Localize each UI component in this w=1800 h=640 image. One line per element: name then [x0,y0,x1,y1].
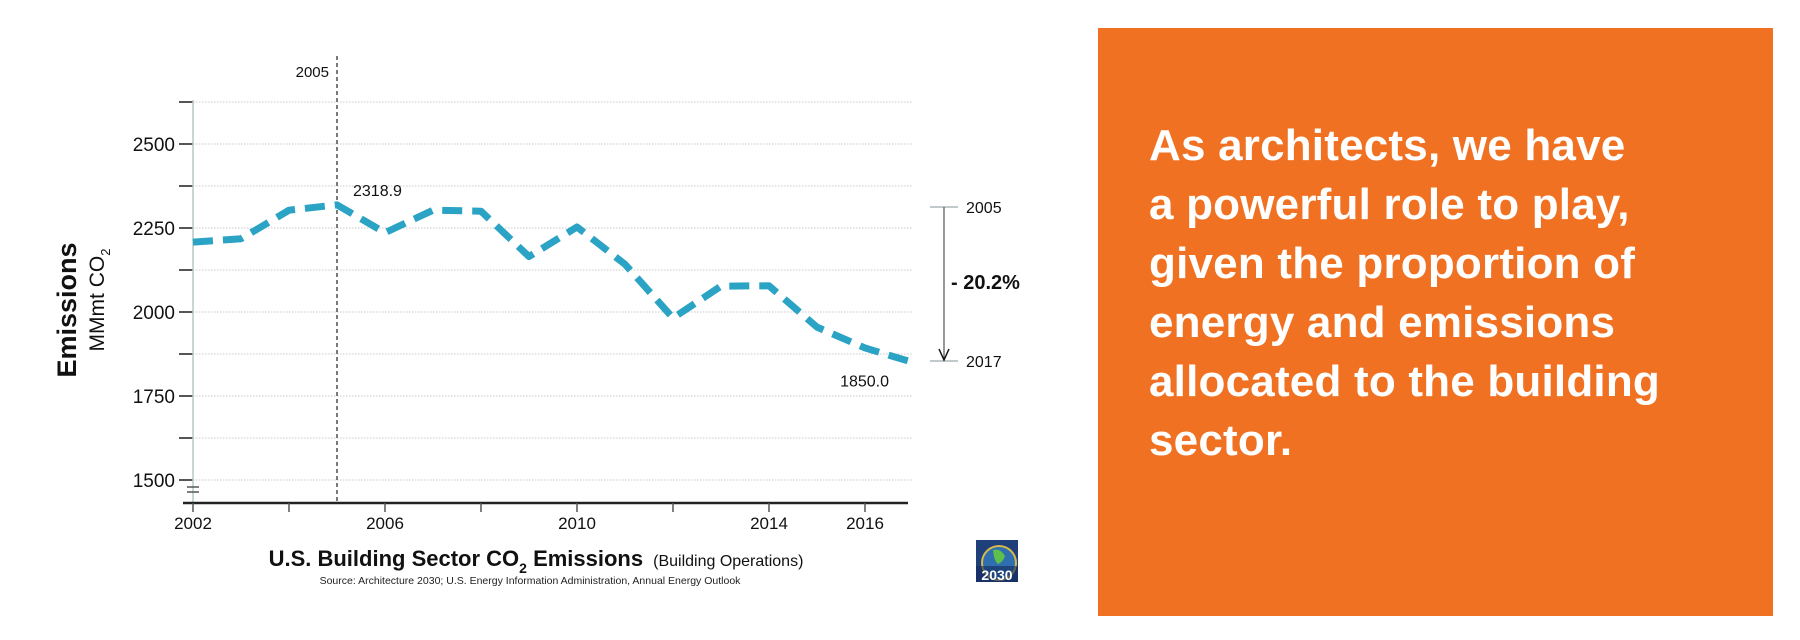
reference-line-2005: 2005 [296,56,338,503]
quote-line: allocated to the building [1149,357,1660,406]
gridlines [193,101,913,481]
point-labels: 2318.9 1850.0 [353,183,889,391]
change-bracket: 2005 2017 - 20.2% [930,200,1020,371]
x-tick-label: 2010 [558,514,596,533]
globe-logo-icon: 2030 [976,540,1018,583]
chart-source: Source: Architecture 2030; U.S. Energy I… [320,575,742,587]
quote-text: As architects, we have a powerful role t… [1149,116,1749,470]
architecture-2030-logo: 2030 [976,540,1018,583]
reference-line-label: 2005 [296,64,329,81]
bracket-from-label: 2005 [966,200,1002,217]
x-tick-label: 2016 [846,514,884,533]
quote-line: As architects, we have [1149,121,1626,170]
point-label-2017: 1850.0 [840,373,889,390]
y-axis-title: Emissions [52,242,82,377]
quote-line: energy and emissions [1149,298,1616,347]
chart-title: U.S. Building Sector CO2 Emissions (Build… [269,546,804,576]
y-tick-label: 1750 [133,387,175,408]
x-tick-label: 2014 [750,514,788,533]
quote-line: given the proportion of [1149,239,1636,288]
point-label-2005: 2318.9 [353,183,402,200]
series-line [192,201,915,366]
y-axis: 1500 1750 2000 2250 2500 [133,100,199,503]
y-tick-label: 2500 [133,135,175,156]
y-tick-label: 2250 [133,219,175,240]
arrow-down-icon [938,348,950,362]
y-tick-label: 1500 [133,471,175,492]
emissions-chart: 1500 1750 2000 2250 2500 2002 2006 2010 2014 201… [52,56,1020,587]
quote-line: sector. [1149,416,1293,465]
y-axis-unit: MMmt CO2 [86,249,113,352]
quote-panel: As architects, we have a powerful role t… [1098,28,1773,616]
logo-text: 2030 [981,567,1012,582]
x-axis: 2002 2006 2010 2014 2016 [174,501,908,533]
bracket-to-label: 2017 [966,354,1002,371]
series-line-path [192,201,915,366]
y-tick-label: 2000 [133,303,175,324]
quote-line: a powerful role to play, [1149,180,1630,229]
x-tick-label: 2006 [366,514,404,533]
x-tick-label: 2002 [174,514,212,533]
percent-change-label: - 20.2% [951,272,1020,294]
